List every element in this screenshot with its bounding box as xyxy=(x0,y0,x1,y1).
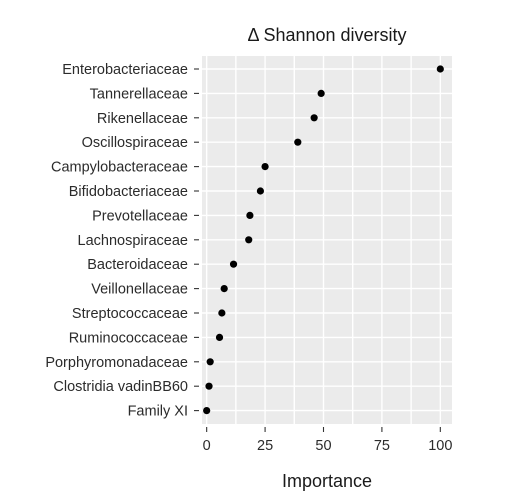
y-tick-label: Campylobacteraceae xyxy=(51,160,188,176)
x-axis-label: Importance xyxy=(282,471,372,491)
data-point xyxy=(215,333,224,341)
data-point xyxy=(317,89,325,97)
y-tick-label: Rikenellaceae xyxy=(97,111,188,127)
y-tick-label: Tannerellaceae xyxy=(90,86,188,102)
y-tick-label: Ruminococcaceae xyxy=(69,330,188,346)
y-axis: Enterobacteriaceae Tannerellaceae Rikenell… xyxy=(45,62,199,420)
y-tick-label: Bifidobacteriaceae xyxy=(69,184,188,200)
y-tick-label: Family XI xyxy=(128,404,188,420)
y-tick-label: Lachnospiraceae xyxy=(78,233,188,249)
y-tick-label: Bacteroidaceae xyxy=(87,257,188,273)
y-tick-label: Oscillospiraceae xyxy=(82,135,188,151)
x-tick-label: 100 xyxy=(428,438,452,454)
data-point xyxy=(310,114,318,122)
data-points xyxy=(203,65,444,415)
data-point xyxy=(203,407,211,415)
x-tick-label: 50 xyxy=(315,438,331,454)
grid-layer xyxy=(202,56,452,424)
data-point xyxy=(261,163,269,171)
x-tick-label: 25 xyxy=(257,438,273,454)
y-tick-label: Enterobacteriaceae xyxy=(62,62,188,78)
y-tick-label: Veillonellaceae xyxy=(91,282,188,298)
data-point xyxy=(245,236,253,244)
x-tick-label: 75 xyxy=(374,438,390,454)
data-point xyxy=(220,285,228,293)
y-tick-label: Prevotellaceae xyxy=(92,208,188,224)
data-point xyxy=(205,382,213,390)
data-point xyxy=(294,138,302,146)
chart-title: Δ Shannon diversity xyxy=(247,25,406,45)
data-point xyxy=(218,309,226,317)
x-axis: 0 25 50 75 100 xyxy=(203,427,452,454)
data-point xyxy=(229,260,238,268)
data-point xyxy=(206,358,214,366)
y-tick-label: Streptococcaceae xyxy=(72,306,188,322)
x-tick-label: 0 xyxy=(203,438,211,454)
data-point xyxy=(246,211,254,219)
y-tick-label: Porphyromonadaceae xyxy=(45,355,188,371)
data-point xyxy=(256,187,265,195)
data-point xyxy=(436,65,444,73)
y-tick-label: Clostridia vadinBB60 xyxy=(53,379,188,395)
